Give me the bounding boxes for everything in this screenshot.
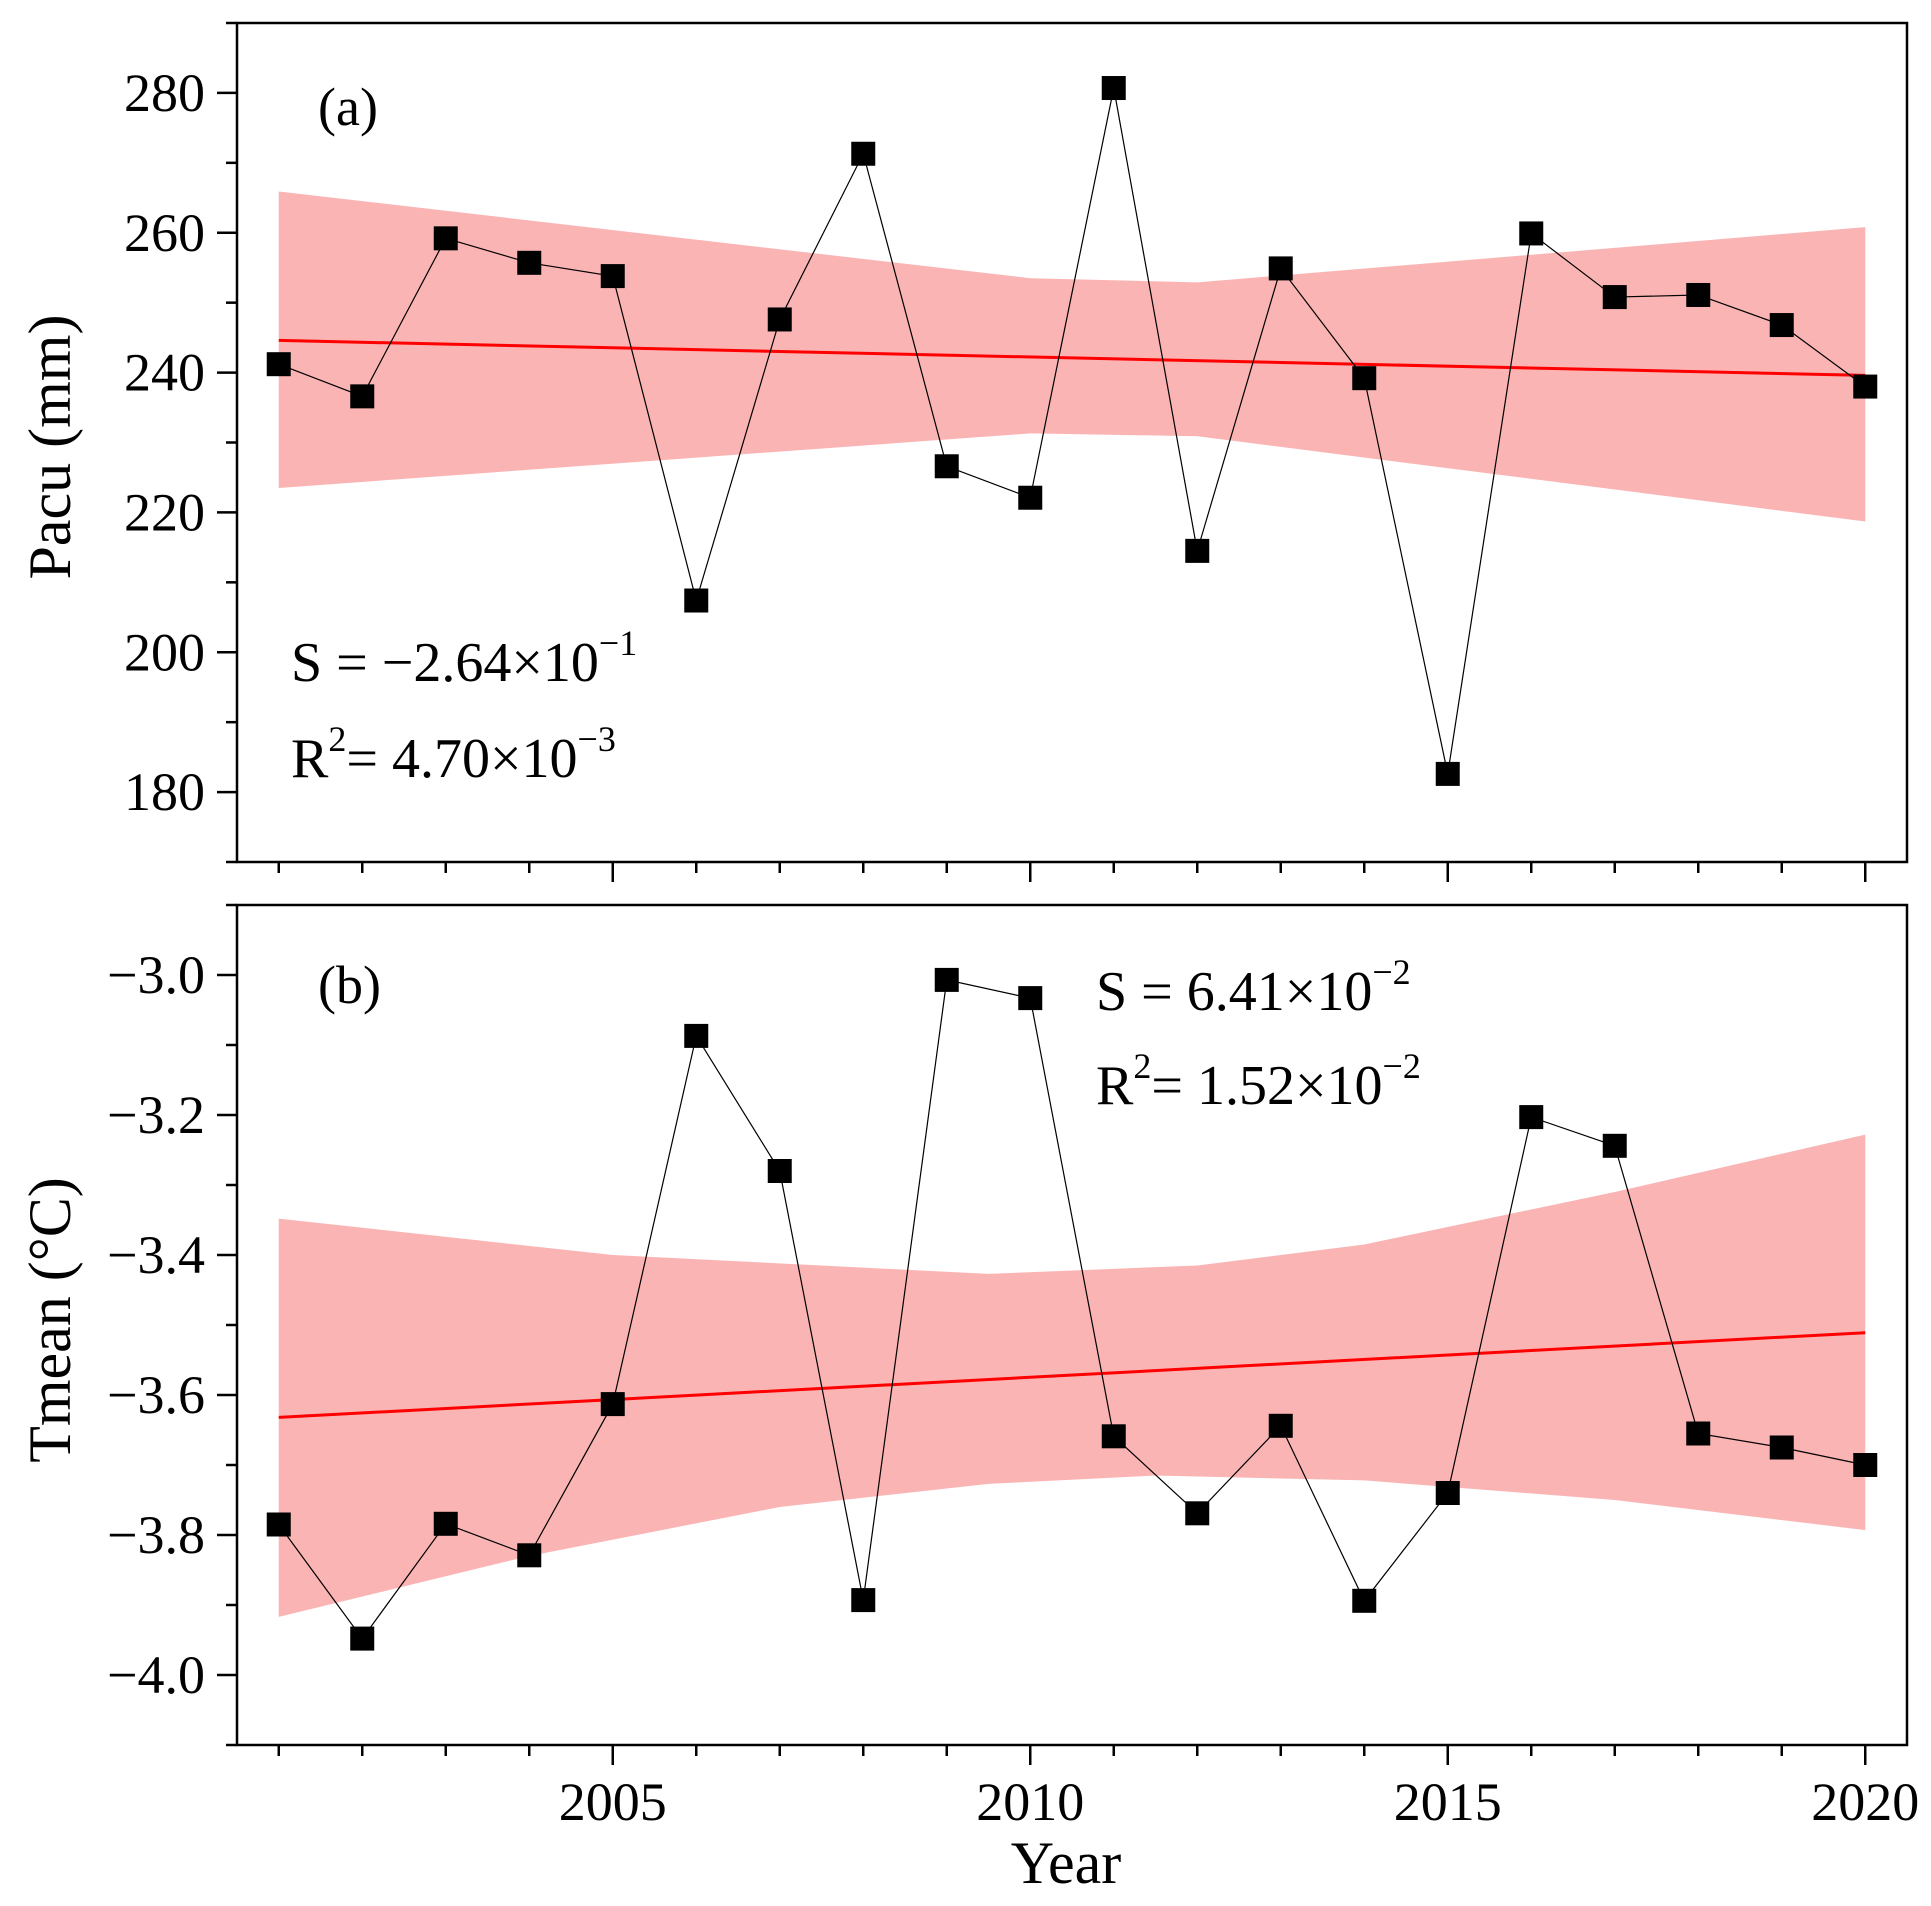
data-point-2012 [1185, 538, 1210, 563]
r-prefix: R [1096, 1055, 1134, 1117]
y-tick-label: 260 [124, 203, 205, 263]
data-point-2013 [1268, 1413, 1293, 1438]
data-point-2011 [1101, 76, 1126, 101]
panel-label: (a) [318, 77, 378, 137]
data-point-2008 [851, 1588, 876, 1613]
data-point-2017 [1602, 1133, 1627, 1158]
y-tick-label: 220 [124, 482, 205, 542]
slope-prefix: S = [1096, 961, 1187, 1023]
data-point-2006 [684, 1023, 709, 1048]
slope-stat: S = 6.41×10−2 [1096, 952, 1411, 1023]
data-point-2014 [1352, 1588, 1377, 1613]
x-ticks: 2005 2010 2015 2020 [277, 1745, 1919, 1832]
data-point-2015 [1435, 1481, 1460, 1505]
y-ticks: 180 200 220 240 260 280 [124, 21, 237, 864]
slope-prefix: S = [291, 632, 382, 694]
r-value: = 1.52×10 [1151, 1055, 1382, 1117]
data-point-2018 [1686, 1421, 1711, 1446]
data-point-2005 [600, 1392, 625, 1417]
data-point-2003 [433, 226, 458, 251]
trend-line-layer [278, 338, 1866, 377]
data-point-2008 [851, 141, 876, 166]
series-line [278, 979, 1866, 1640]
trend-line [278, 1331, 1866, 1419]
trend-line-layer [278, 1331, 1866, 1419]
slope-value: −2.64×10 [382, 632, 599, 694]
data-point-2019 [1769, 1435, 1794, 1460]
r-superscript: 2 [1133, 1046, 1151, 1086]
r-value: = 4.70×10 [346, 728, 577, 790]
data-point-2016 [1519, 1105, 1544, 1130]
data-point-2005 [600, 264, 625, 289]
data-point-2002 [350, 384, 375, 409]
r-squared-stat: R2= 1.52×10−2 [1096, 1046, 1421, 1117]
data-point-2004 [517, 250, 542, 275]
y-tick-label: 280 [124, 63, 205, 123]
data-point-2016 [1519, 221, 1544, 246]
x-tick-label: 2020 [1811, 1772, 1919, 1832]
x-axis-title: Year [1011, 1830, 1122, 1896]
panel-label: (b) [318, 955, 381, 1015]
slope-value: 6.41×10 [1187, 961, 1373, 1023]
x-tick-label: 2015 [1394, 1772, 1502, 1832]
slope-exponent: −1 [599, 623, 637, 663]
data-point-2009 [934, 454, 959, 479]
data-point-2015 [1435, 761, 1460, 786]
panel-a: 180 200 220 240 260 280 (a) Pacu (mm) S = −2.… [17, 21, 1909, 882]
data-point-2011 [1101, 1424, 1126, 1449]
y-tick-label: −3.0 [107, 945, 205, 1005]
data-point-2010 [1018, 986, 1043, 1011]
data-point-2012 [1185, 1501, 1210, 1526]
r-squared-stat: R2= 4.70×10−3 [291, 719, 616, 790]
data-point-2007 [767, 307, 792, 332]
data-point-2020 [1853, 374, 1878, 399]
series-line [278, 87, 1866, 775]
panel-b: −3.0 −3.2 −3.4 −3.6 −3.8 −4.0 2005 2010 2015 202… [17, 903, 1919, 1896]
trend-line [278, 338, 1866, 377]
y-tick-label: −3.8 [107, 1505, 205, 1565]
y-tick-label: 200 [124, 622, 205, 682]
y-tick-label: 240 [124, 343, 205, 403]
r-prefix: R [291, 728, 329, 790]
data-point-2002 [350, 1626, 375, 1651]
y-axis-title: Tmean (°C) [17, 1177, 83, 1463]
y-tick-label: −3.4 [107, 1225, 205, 1285]
data-point-2001 [266, 352, 291, 377]
data-point-2014 [1352, 366, 1377, 391]
y-tick-label: −4.0 [107, 1645, 205, 1705]
y-tick-label: −3.2 [107, 1085, 205, 1145]
x-tick-label: 2005 [559, 1772, 667, 1832]
data-point-2010 [1018, 485, 1043, 510]
data-point-2018 [1686, 282, 1711, 307]
x-ticks [277, 862, 1867, 882]
series-layer [266, 967, 1878, 1651]
r-exponent: −2 [1383, 1046, 1421, 1086]
data-point-2020 [1853, 1453, 1878, 1477]
slope-exponent: −2 [1372, 952, 1410, 992]
y-tick-label: 180 [124, 762, 205, 822]
x-tick-label: 2010 [976, 1772, 1084, 1832]
y-tick-label: −3.6 [107, 1365, 205, 1425]
data-point-2004 [517, 1543, 542, 1568]
data-point-2019 [1769, 313, 1794, 338]
y-ticks: −3.0 −3.2 −3.4 −3.6 −3.8 −4.0 [107, 903, 237, 1747]
data-point-2013 [1268, 256, 1293, 281]
slope-stat: S = −2.64×10−1 [291, 623, 637, 694]
r-superscript: 2 [328, 719, 346, 759]
data-point-2003 [433, 1511, 458, 1536]
data-point-2006 [684, 588, 709, 613]
data-point-2017 [1602, 285, 1627, 310]
y-axis-title: Pacu (mm) [17, 315, 83, 580]
data-point-2007 [767, 1159, 792, 1183]
data-point-2009 [934, 967, 959, 992]
r-exponent: −3 [578, 719, 616, 759]
data-point-2001 [266, 1512, 291, 1537]
series-layer [266, 76, 1878, 786]
